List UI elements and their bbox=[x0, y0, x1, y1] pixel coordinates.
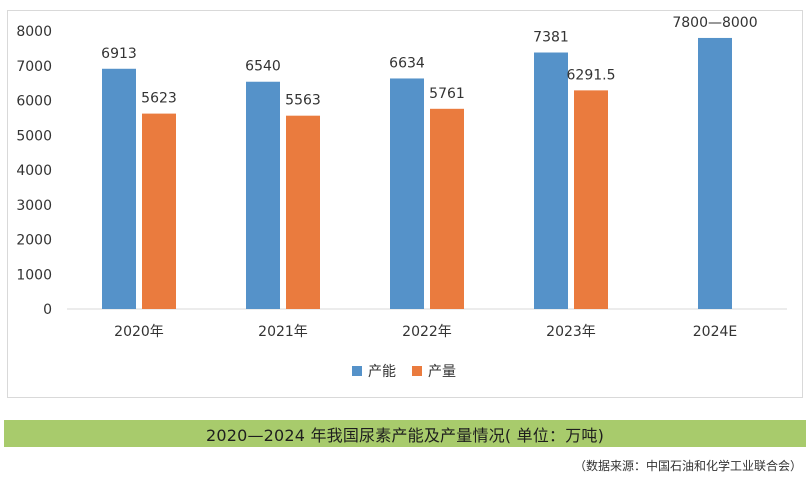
bar-产量 bbox=[142, 113, 176, 309]
data-label: 6291.5 bbox=[567, 67, 616, 83]
legend-label: 产能 bbox=[368, 364, 396, 380]
bar-产能 bbox=[102, 68, 136, 309]
data-label: 6913 bbox=[101, 46, 137, 62]
bar-产能 bbox=[698, 37, 732, 309]
data-label: 7800—8000 bbox=[672, 15, 757, 31]
source-note: （数据来源：中国石油和化学工业联合会） bbox=[573, 459, 802, 473]
y-tick-label: 6000 bbox=[16, 94, 52, 110]
y-tick-label: 7000 bbox=[16, 59, 52, 75]
legend-swatch-产能 bbox=[352, 366, 362, 376]
data-label: 5761 bbox=[429, 86, 465, 102]
x-tick-label: 2024E bbox=[693, 324, 737, 340]
y-tick-label: 2000 bbox=[16, 233, 52, 249]
legend-label: 产量 bbox=[428, 364, 456, 380]
bar-产能 bbox=[390, 78, 424, 309]
y-tick-label: 5000 bbox=[16, 128, 52, 144]
y-tick-label: 0 bbox=[43, 302, 52, 318]
y-tick-label: 1000 bbox=[16, 267, 52, 283]
bar-产能 bbox=[534, 52, 568, 309]
data-label: 6540 bbox=[245, 59, 281, 75]
bar-产量 bbox=[574, 90, 608, 309]
y-tick-label: 4000 bbox=[16, 163, 52, 179]
data-label: 6634 bbox=[389, 55, 425, 71]
y-tick-label: 8000 bbox=[16, 24, 52, 40]
legend-swatch-产量 bbox=[412, 366, 422, 376]
x-tick-label: 2020年 bbox=[114, 324, 164, 340]
y-tick-label: 3000 bbox=[16, 198, 52, 214]
data-label: 7381 bbox=[533, 30, 569, 46]
caption-text: 2020—2024 年我国尿素产能及产量情况( 单位：万吨) bbox=[205, 425, 605, 445]
figure-caption: 2020—2024 年我国尿素产能及产量情况( 单位：万吨) bbox=[4, 420, 806, 447]
x-tick-label: 2021年 bbox=[258, 324, 308, 340]
bar-产量 bbox=[430, 108, 464, 309]
x-tick-label: 2023年 bbox=[546, 324, 596, 340]
data-label: 5623 bbox=[141, 91, 177, 107]
bar-产量 bbox=[286, 115, 320, 309]
data-label: 5563 bbox=[285, 93, 321, 109]
x-tick-label: 2022年 bbox=[402, 324, 452, 340]
bar-chart: 0 1000 2000 3000 4000 5000 6000 7000 8000 6913 562… bbox=[16, 15, 787, 380]
bar-产能 bbox=[246, 81, 280, 309]
